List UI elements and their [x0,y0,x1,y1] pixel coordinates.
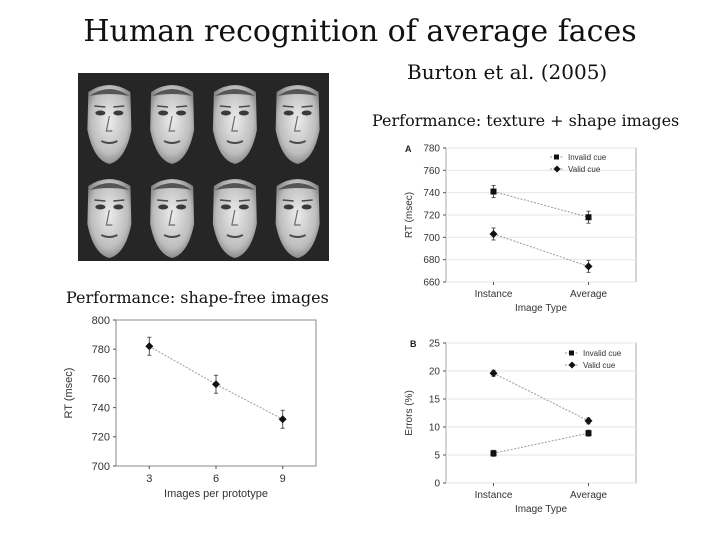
data-point [145,342,154,351]
x-axis-title: Images per prototype [164,488,268,500]
average-faces-image [78,73,329,261]
y-tick-label: 660 [423,278,440,289]
face-2 [150,85,195,164]
x-tick-label: Instance [475,490,513,501]
y-axis-title: RT (msec) [404,192,415,238]
y-tick-label: 0 [434,479,440,490]
data-point [490,188,497,195]
y-tick-label: 780 [92,344,110,356]
series-line [493,372,589,422]
data-point [490,450,497,457]
x-tick-label: Instance [475,289,513,300]
legend-marker [554,154,559,160]
citation: Burton et al. (2005) [407,60,608,84]
y-tick-label: 700 [92,461,110,473]
legend-label: Valid cue [568,165,601,174]
y-tick-label: 720 [92,432,110,444]
y-tick-label: 760 [423,166,440,177]
x-tick-label: Average [570,289,608,300]
face-3 [212,85,257,164]
data-point [489,229,498,238]
data-point [585,214,592,221]
y-tick-label: 740 [92,402,110,414]
series-line [493,233,589,267]
y-axis-title: Errors (%) [404,390,415,436]
data-point [489,369,498,378]
legend-label: Invalid cue [583,349,622,358]
y-tick-label: 780 [423,144,440,155]
y-tick-label: 700 [423,233,440,244]
x-tick-label: 9 [280,473,286,485]
data-point [585,430,592,437]
panel-label: A [405,144,412,154]
data-point [212,380,220,389]
series-line [149,345,283,420]
data-point [584,262,593,271]
face-4 [275,85,320,164]
face-8 [275,179,320,258]
y-tick-label: 25 [429,339,441,350]
x-axis-title: Image Type [515,504,568,515]
x-tick-label: 3 [146,473,152,485]
x-axis-title: Image Type [515,303,568,314]
caption-shape-free: Performance: shape-free images [66,288,329,307]
legend-marker [568,361,576,369]
face-5 [87,179,132,258]
y-tick-label: 720 [423,211,440,222]
y-tick-label: 680 [423,255,440,266]
chart-a-rt-texture-shape: 660 680 700 720 740 760 780 Instance AverageImag… [404,144,637,314]
chart-shape-free-rt: 700 720 740 760 780 800 3 6 9 Images per prototyp… [63,315,317,500]
legend-marker [569,350,574,356]
legend-marker [553,165,561,173]
data-point [278,415,287,424]
legend-label: Invalid cue [568,153,607,162]
data-point [584,416,593,425]
panel-label: B [410,339,417,349]
series-line [493,191,589,218]
x-tick-label: 6 [213,473,219,485]
y-axis-title: RT (msec) [63,368,75,419]
y-tick-label: 5 [434,451,440,462]
y-tick-label: 760 [92,373,110,385]
y-tick-label: 20 [429,367,441,378]
series-line [493,432,589,454]
y-tick-label: 740 [423,188,440,199]
legend-label: Valid cue [583,361,616,370]
caption-texture-shape: Performance: texture + shape images [372,111,680,130]
slide-title: Human recognition of average faces [83,14,637,49]
face-6 [150,179,195,258]
face-7 [212,179,257,258]
y-tick-label: 800 [92,315,110,327]
y-tick-label: 15 [429,395,441,406]
y-tick-label: 10 [429,423,441,434]
x-tick-label: Average [570,490,608,501]
face-1 [87,85,132,164]
